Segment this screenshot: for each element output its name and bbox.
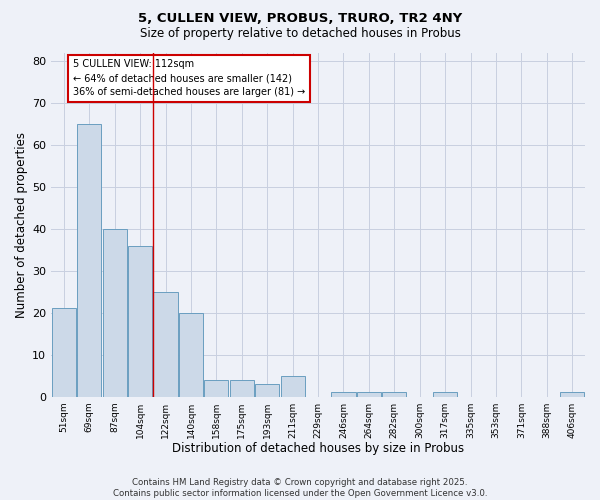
- Bar: [331, 392, 356, 396]
- Bar: [179, 312, 203, 396]
- Bar: [154, 292, 178, 397]
- Bar: [128, 246, 152, 396]
- Bar: [52, 308, 76, 396]
- Y-axis label: Number of detached properties: Number of detached properties: [15, 132, 28, 318]
- Bar: [382, 392, 406, 396]
- Bar: [205, 380, 229, 396]
- X-axis label: Distribution of detached houses by size in Probus: Distribution of detached houses by size …: [172, 442, 464, 455]
- Bar: [103, 228, 127, 396]
- Bar: [77, 124, 101, 396]
- Bar: [281, 376, 305, 396]
- Bar: [255, 384, 280, 396]
- Bar: [230, 380, 254, 396]
- Text: Contains HM Land Registry data © Crown copyright and database right 2025.
Contai: Contains HM Land Registry data © Crown c…: [113, 478, 487, 498]
- Text: 5, CULLEN VIEW, PROBUS, TRURO, TR2 4NY: 5, CULLEN VIEW, PROBUS, TRURO, TR2 4NY: [138, 12, 462, 26]
- Text: 5 CULLEN VIEW: 112sqm
← 64% of detached houses are smaller (142)
36% of semi-det: 5 CULLEN VIEW: 112sqm ← 64% of detached …: [73, 60, 305, 98]
- Text: Size of property relative to detached houses in Probus: Size of property relative to detached ho…: [140, 28, 460, 40]
- Bar: [560, 392, 584, 396]
- Bar: [433, 392, 457, 396]
- Bar: [357, 392, 381, 396]
